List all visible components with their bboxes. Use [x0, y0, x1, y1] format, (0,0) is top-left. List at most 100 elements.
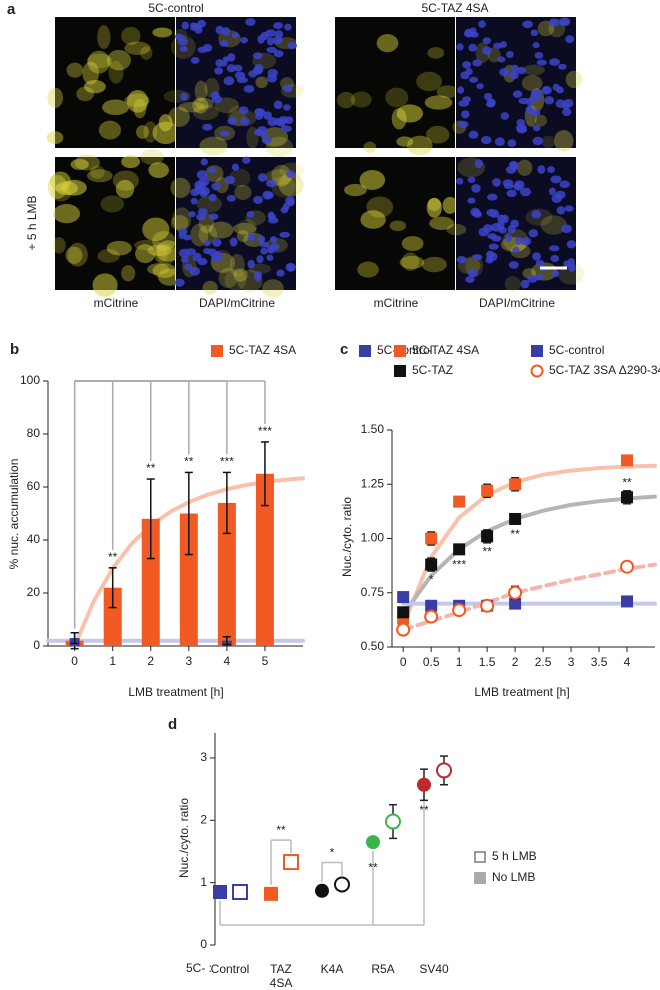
nucleus	[183, 234, 192, 241]
nucleus	[272, 36, 283, 45]
cell	[442, 196, 458, 214]
significance: ***	[452, 558, 466, 572]
nucleus	[467, 197, 476, 204]
nucleus	[556, 206, 566, 215]
channel-label: DAPI/mCitrine	[479, 296, 555, 310]
nucleus	[214, 67, 224, 75]
point	[481, 530, 494, 543]
significance: **	[108, 550, 118, 564]
cell	[357, 261, 379, 278]
nucleus	[203, 240, 211, 247]
panel-letter: b	[10, 341, 19, 358]
bar	[255, 473, 274, 646]
nucleus	[564, 205, 574, 212]
cell	[359, 169, 386, 190]
cell	[224, 268, 247, 291]
nucleus	[462, 61, 472, 69]
cell	[429, 216, 455, 230]
nucleus	[498, 226, 507, 234]
nucleus	[211, 182, 221, 191]
cell	[236, 230, 250, 242]
nucleus	[279, 231, 290, 238]
nucleus	[196, 170, 208, 180]
nucleus	[212, 238, 222, 247]
nucleus	[200, 158, 208, 166]
cell	[229, 253, 245, 277]
nucleus	[527, 274, 538, 283]
point	[453, 495, 466, 508]
point	[480, 598, 495, 613]
cell	[421, 256, 447, 273]
cell	[152, 27, 173, 38]
nucleus	[226, 194, 236, 202]
nucleus	[254, 108, 264, 115]
cell	[202, 280, 218, 295]
x-tick-label: R5A	[371, 962, 395, 976]
cell	[363, 141, 377, 154]
nucleus	[555, 190, 566, 199]
fit-curve	[401, 463, 657, 628]
nucleus	[177, 37, 188, 46]
nucleus	[189, 266, 201, 276]
cell	[218, 267, 238, 289]
cell	[124, 41, 151, 55]
cell	[108, 60, 124, 84]
channel-label: mCitrine	[94, 296, 139, 310]
nucleus	[508, 261, 519, 269]
micrograph	[452, 17, 583, 152]
micrograph	[47, 149, 183, 297]
nucleus	[238, 106, 249, 115]
cell	[350, 91, 372, 108]
cell	[52, 237, 66, 254]
nucleus	[266, 74, 278, 83]
cell	[396, 136, 414, 147]
nucleus	[505, 234, 513, 242]
cell	[426, 197, 442, 218]
nucleus	[532, 124, 541, 132]
channel-label: mCitrine	[374, 296, 419, 310]
point	[397, 591, 410, 604]
cell	[97, 249, 120, 263]
x-tick-label: Control	[210, 962, 250, 976]
legend-label: No LMB	[492, 870, 535, 884]
nucleus	[530, 109, 541, 117]
y-tick-label: 3	[200, 750, 207, 764]
nucleus	[492, 178, 501, 187]
x-tick-label: 1	[109, 654, 116, 668]
cell	[147, 244, 172, 256]
cell	[425, 125, 450, 144]
nucleus	[464, 28, 472, 37]
x-tick-label: 4	[624, 655, 631, 669]
nucleus	[202, 123, 213, 131]
nucleus	[262, 190, 273, 200]
fit-curve	[401, 494, 657, 617]
cell	[279, 162, 305, 179]
nucleus	[181, 21, 189, 30]
cell	[194, 97, 214, 109]
nucleus	[226, 64, 236, 73]
nucleus	[219, 40, 229, 47]
cell	[142, 217, 170, 242]
nucleus	[500, 112, 509, 120]
point	[417, 777, 431, 792]
point	[397, 606, 410, 619]
y-tick-label: 0.50	[361, 639, 385, 653]
cell	[121, 26, 141, 46]
nucleus	[197, 208, 208, 216]
point	[385, 813, 401, 830]
nucleus	[243, 85, 255, 93]
cell	[446, 223, 467, 236]
nucleus	[227, 53, 236, 62]
point	[621, 595, 634, 608]
point	[425, 532, 438, 545]
nucleus	[222, 27, 231, 36]
nucleus	[223, 76, 235, 86]
nucleus	[267, 245, 276, 254]
cell	[385, 87, 409, 108]
nucleus	[482, 37, 492, 45]
nucleus	[190, 197, 198, 205]
point	[452, 603, 467, 618]
y-tick-label: 1	[200, 875, 207, 889]
nucleus	[185, 248, 196, 256]
